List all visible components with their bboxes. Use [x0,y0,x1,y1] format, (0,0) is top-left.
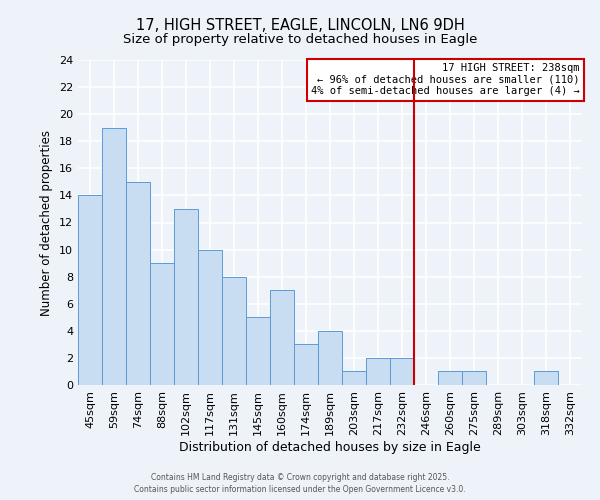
Bar [366,358,390,385]
Bar [438,372,462,385]
Bar [294,344,318,385]
X-axis label: Distribution of detached houses by size in Eagle: Distribution of detached houses by size … [179,440,481,454]
Bar [150,263,174,385]
Text: Size of property relative to detached houses in Eagle: Size of property relative to detached ho… [123,32,477,46]
Bar [390,358,414,385]
Bar [102,128,126,385]
Bar [534,372,558,385]
Bar [462,372,486,385]
Bar [318,331,342,385]
Bar [126,182,150,385]
Bar [342,372,366,385]
Bar [174,209,198,385]
Bar [270,290,294,385]
Bar [222,276,246,385]
Bar [246,318,270,385]
Bar [78,196,102,385]
Text: 17, HIGH STREET, EAGLE, LINCOLN, LN6 9DH: 17, HIGH STREET, EAGLE, LINCOLN, LN6 9DH [136,18,464,32]
Text: Contains HM Land Registry data © Crown copyright and database right 2025.
Contai: Contains HM Land Registry data © Crown c… [134,473,466,494]
Text: 17 HIGH STREET: 238sqm
← 96% of detached houses are smaller (110)
4% of semi-det: 17 HIGH STREET: 238sqm ← 96% of detached… [311,63,580,96]
Bar [198,250,222,385]
Y-axis label: Number of detached properties: Number of detached properties [40,130,53,316]
